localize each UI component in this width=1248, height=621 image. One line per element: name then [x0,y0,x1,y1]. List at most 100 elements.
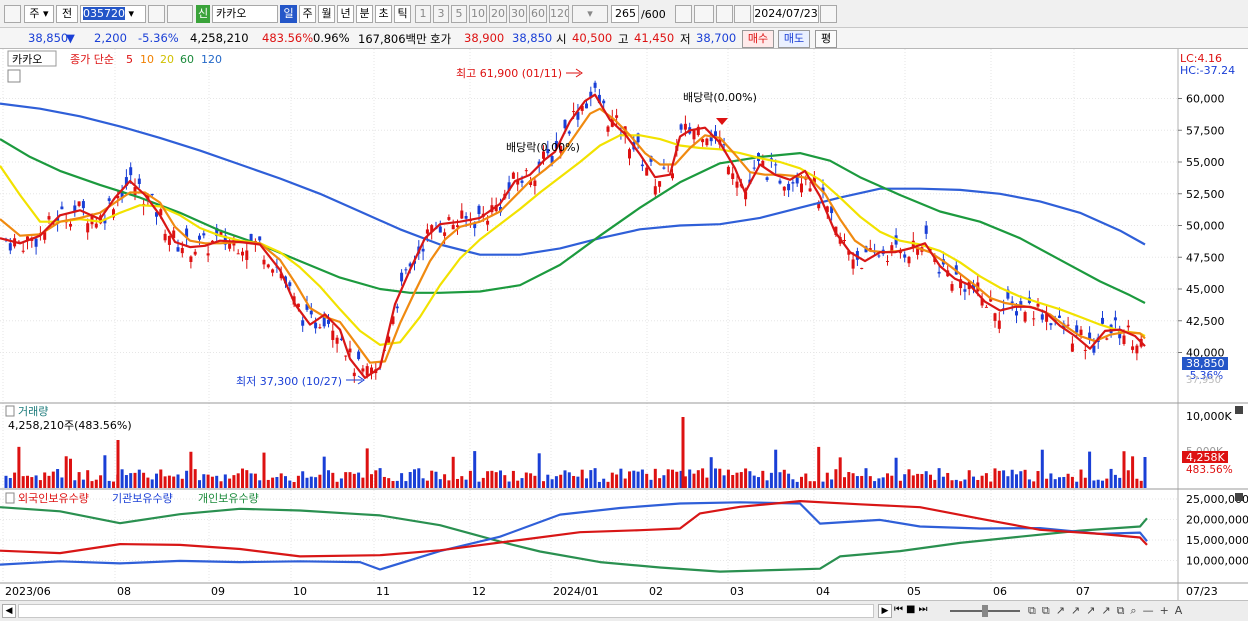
tab-period[interactable]: 초 [375,5,392,23]
volume-bar [490,470,494,488]
candle-body [318,327,322,329]
crosshair-icon[interactable] [675,5,692,23]
tab-period[interactable]: 년 [337,5,354,23]
volume-bar [339,478,343,488]
volume-bar [628,471,631,488]
tick-input[interactable]: ▾ [572,5,608,23]
candle-body [778,180,782,184]
search-icon[interactable] [148,5,165,23]
speaker-icon[interactable] [167,5,193,23]
volume-bar [322,456,326,488]
interval-button[interactable]: 120 [549,5,569,23]
price-tick-label: 52,500 [1186,188,1225,201]
stock-name-field[interactable]: 카카오 [212,5,278,23]
count-input[interactable]: 265 [611,5,639,23]
tab-period[interactable]: 분 [356,5,373,23]
volume-bar [692,473,696,488]
volume-bar [503,475,507,488]
foreign-holding-label: 외국인보유수량 [18,492,89,505]
volume-close-icon[interactable] [1235,406,1243,414]
candle-body [993,313,997,321]
holding-close-icon[interactable] [1235,493,1243,501]
table-icon[interactable] [7,69,21,83]
volume-bar [305,477,309,488]
price-tick-label: 42,500 [1186,315,1225,328]
volume-bar [86,470,90,488]
candle-body [322,317,326,327]
calendar-icon[interactable] [820,5,837,23]
bid-price: 38,850 [512,31,553,45]
volume-bar [99,475,103,488]
volume-bar [860,475,864,488]
candle-body [1135,345,1139,354]
tab-period[interactable]: 일 [280,5,297,23]
candle-body [81,201,85,209]
volume-bar [172,476,176,488]
candle-body [400,272,404,282]
volume-bar [658,478,662,488]
period-select[interactable]: 주 ▾ [24,5,54,23]
interval-button[interactable]: 5 [451,5,467,23]
candle-body [963,289,967,292]
menu-icon[interactable] [4,5,21,23]
interval-button[interactable]: 10 [469,5,487,23]
collapse-icon[interactable] [5,405,15,417]
volume-bar [791,479,795,488]
scroll-track[interactable] [18,604,874,618]
interval-button[interactable]: 20 [489,5,507,23]
scroll-right-icon[interactable]: ▶ [878,604,892,618]
draw-tool-icon[interactable] [694,5,714,23]
zoom-slider-handle[interactable] [982,605,988,617]
volume-bar [537,453,541,488]
interval-button[interactable]: 1 [415,5,431,23]
volume-bar [8,478,12,488]
scroll-left-icon[interactable]: ◀ [2,604,16,618]
scroll-bar[interactable]: ◀ ▶ ⏮■⏭ ⧉⧉↗↗↗↗⧉⌕—+A [0,600,1248,621]
holding-tick-label: 20,000,000 [1186,514,1248,527]
code-input[interactable]: 035720 ▾ [80,5,146,23]
volume-bar [223,474,227,488]
candle-body [451,224,455,230]
buy-button[interactable]: 매수 [742,30,774,48]
max-annotation: 최고 61,900 (01/11) [456,67,562,80]
candle-body [314,322,318,329]
volume-bar [769,472,773,488]
holding-collapse-icon[interactable] [5,492,15,504]
candle-body [279,273,283,279]
volume-bar [572,475,576,488]
ma5-label: 5 [126,53,133,66]
volume-bar [1015,474,1018,488]
candle-body [43,232,47,240]
candle-body [825,206,829,213]
volume-bar [1049,473,1053,488]
volume-bar [477,481,481,488]
interval-button[interactable]: 30 [509,5,527,23]
volume-bar [499,470,502,488]
candle-body [1101,317,1104,324]
sell-button[interactable]: 매도 [778,30,810,48]
chart-tools[interactable]: ⧉⧉↗↗↗↗⧉⌕—+A [1028,604,1189,617]
candle-body [714,131,717,137]
date-input[interactable]: 2024/07/23 [753,5,819,23]
gear-icon[interactable] [734,5,751,23]
volume-bar [1131,456,1135,488]
prev-button[interactable]: 전 [56,5,78,23]
tab-period[interactable]: 월 [318,5,335,23]
volume-bar [602,478,606,488]
avg-button[interactable]: 평 [815,30,837,48]
candle-body [305,304,309,310]
high-price: 41,450 [634,31,675,45]
save-icon[interactable] [716,5,733,23]
playback-controls[interactable]: ⏮■⏭ [894,604,931,615]
candle-body [352,372,356,377]
interval-button[interactable]: 3 [433,5,449,23]
interval-button[interactable]: 60 [529,5,547,23]
volume-bar [778,472,782,488]
tab-period[interactable]: 틱 [394,5,411,23]
volume-bar [851,473,855,488]
volume-bar [890,475,894,488]
tab-period[interactable]: 주 [299,5,316,23]
candle-body [615,115,619,118]
chart-area[interactable]: 카카오 종가 단순 5 10 20 60 120 LC:4.16 HC:-37.… [0,49,1248,600]
